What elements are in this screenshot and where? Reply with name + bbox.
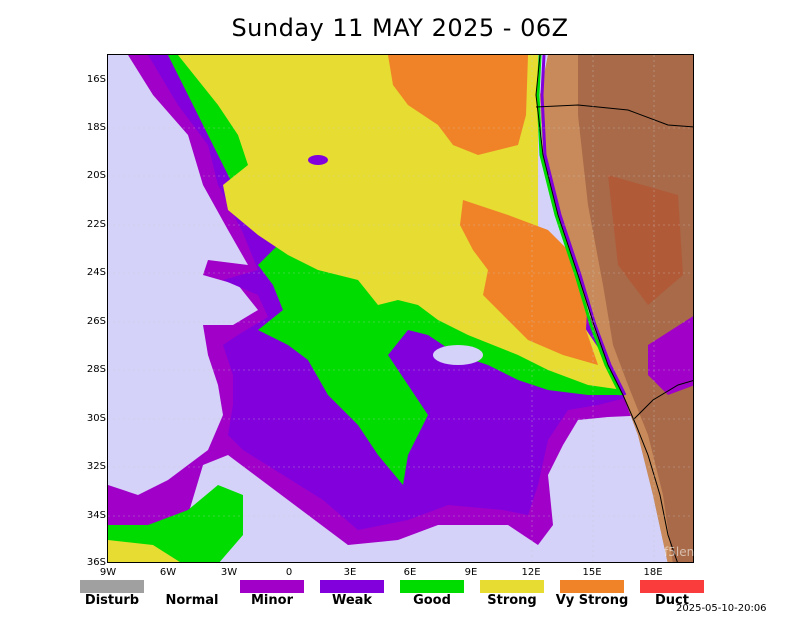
land-purple-patch (648, 316, 693, 395)
lon-label: 18E (643, 567, 663, 578)
legend-label-normal: Normal (165, 593, 219, 608)
normal-hole-3 (308, 155, 328, 165)
watermark: f5len (664, 545, 695, 559)
border-north (535, 104, 693, 128)
propagation-map (107, 54, 694, 563)
legend-swatch-minor (240, 580, 304, 593)
lat-label: 28S (86, 364, 106, 375)
lat-label: 36S (86, 557, 106, 568)
lat-label: 26S (86, 316, 106, 327)
land-coastal-plain (540, 55, 673, 562)
border-south (632, 380, 693, 421)
legend-label-good: Good (413, 593, 451, 608)
lat-label: 22S (86, 219, 106, 230)
lon-label: 6E (403, 567, 417, 578)
lat-label: 20S (86, 170, 106, 181)
legend-swatch-strong (480, 580, 544, 593)
lon-label: 0 (285, 567, 293, 578)
lat-label: 32S (86, 461, 106, 472)
legend-swatch-weak (320, 580, 384, 593)
lat-label: 16S (86, 74, 106, 85)
legend-swatch-disturb (80, 580, 144, 593)
legend-swatch-duct (640, 580, 704, 593)
map-title: Sunday 11 MAY 2025 - 06Z (231, 14, 569, 42)
legend-label-disturb: Disturb (84, 593, 140, 608)
land-highland (608, 175, 683, 305)
good-pocket-sw (108, 485, 243, 562)
vystrong-north-region (388, 55, 528, 155)
lat-label: 18S (86, 122, 106, 133)
legend-label-weak: Weak (331, 593, 373, 608)
coastal-strip-purple (540, 55, 627, 396)
normal-hole-2 (440, 349, 476, 361)
vystrong-south-region (460, 200, 598, 365)
legend-label-minor: Minor (251, 593, 293, 608)
lon-label: 3E (343, 567, 357, 578)
lon-label: 9W (99, 567, 117, 578)
legend-swatch-normal (160, 580, 224, 593)
lat-label: 24S (86, 267, 106, 278)
legend-label-vystrong: Vy Strong (555, 593, 629, 608)
lon-label: 9E (464, 567, 478, 578)
legend-swatch-vystrong (560, 580, 624, 593)
coastline (535, 55, 678, 562)
coastal-strip (536, 55, 623, 396)
legend-label-duct: Duct (655, 593, 689, 608)
lon-label: 12E (521, 567, 541, 578)
lon-label: 3W (220, 567, 238, 578)
lon-label: 6W (159, 567, 177, 578)
timestamp: 2025-05-10-20:06 (676, 603, 767, 614)
strong-pocket-sw (108, 540, 180, 562)
lat-label: 34S (86, 510, 106, 521)
legend-swatch-good (400, 580, 464, 593)
legend-label-strong: Strong (487, 593, 537, 608)
lat-label: 30S (86, 413, 106, 424)
lon-label: 15E (582, 567, 602, 578)
